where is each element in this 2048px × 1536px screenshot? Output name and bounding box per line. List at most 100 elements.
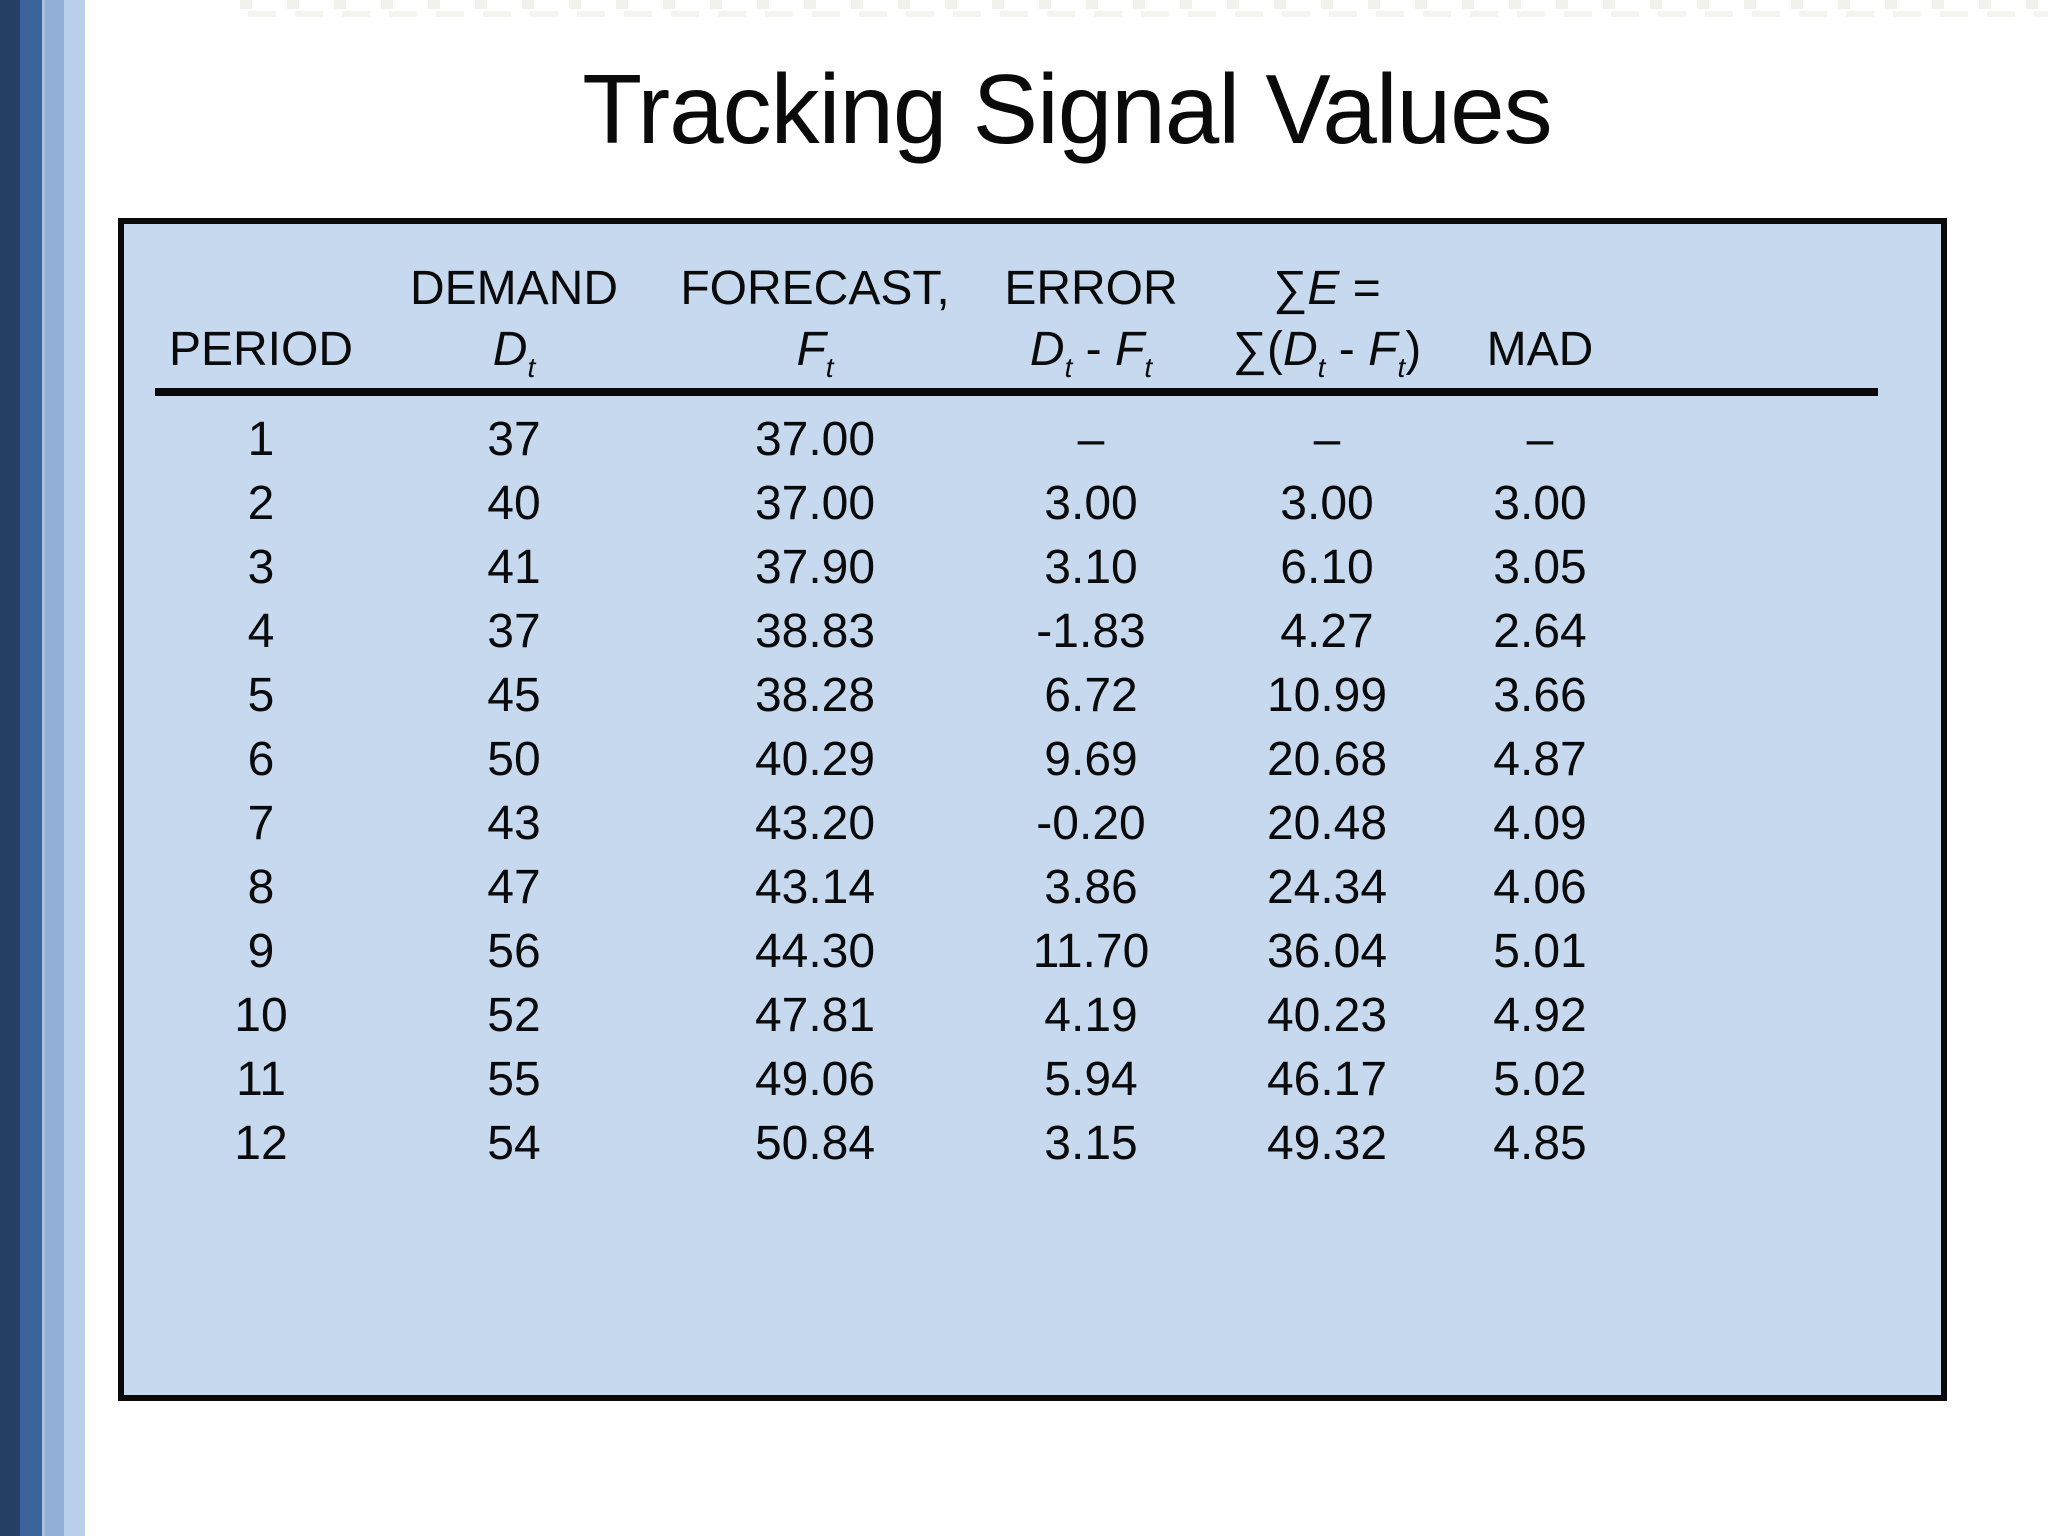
table-cell-filler [1608, 600, 1941, 664]
table-cell: 24.34 [1266, 861, 1388, 914]
table-cell: 4.87 [1493, 733, 1587, 786]
header-filler [1608, 318, 1941, 382]
table-header-line1: DEMAND FORECAST, ERROR ∑E = PERIOD Dt Ft… [124, 260, 1941, 382]
table-row: 3 41 37.90 3.10 6.10 3.05 [124, 536, 1941, 600]
table-cell-filler [1608, 856, 1941, 920]
table-cell: 12 [234, 1117, 288, 1170]
table-row: 6 50 40.29 9.69 20.68 4.87 [124, 728, 1941, 792]
left-stripe-decoration [0, 0, 85, 1536]
table-cell: 46.17 [1266, 1053, 1388, 1106]
header-period-spacer [124, 260, 398, 318]
table-cell: 40.23 [1266, 989, 1388, 1042]
table-cell: 3.00 [1280, 477, 1374, 530]
table-cell: 47.81 [754, 989, 876, 1042]
table-cell: 38.83 [754, 605, 876, 658]
table-cell-filler [1608, 664, 1941, 728]
table-cell-filler [1608, 1048, 1941, 1112]
table-cell: 37.90 [754, 541, 876, 594]
header-error-formula: Dt - Ft [1029, 323, 1153, 383]
table-cell: 38.28 [754, 669, 876, 722]
table-cell: 7 [247, 797, 275, 850]
table-cell: 5.01 [1493, 925, 1587, 978]
table-cell: – [1526, 413, 1554, 466]
table-cell: 44.30 [754, 925, 876, 978]
table-cell: 52 [487, 989, 541, 1042]
table-cell: 5.02 [1493, 1053, 1587, 1106]
table-row: 12 54 50.84 3.15 49.32 4.85 [124, 1112, 1941, 1176]
table-cell: 37 [487, 605, 541, 658]
table-cell: 43 [487, 797, 541, 850]
table-cell-filler [1608, 472, 1941, 536]
table-cell: 3 [247, 541, 275, 594]
table-cell: 3.00 [1493, 477, 1587, 530]
header-filler [1608, 260, 1941, 318]
header-mad-label: MAD [1486, 323, 1594, 376]
table-rows: 1 37 37.00– – –2 40 37.00 3.00 3.00 3.00 3 41 37.90 3… [124, 408, 1941, 1176]
table-cell: 2.64 [1493, 605, 1587, 658]
table-cell: 6 [247, 733, 275, 786]
header-forecast-label: FORECAST, [680, 262, 950, 315]
table-cell: 47 [487, 861, 541, 914]
table-cell-filler [1608, 984, 1941, 1048]
table-cell: 36.04 [1266, 925, 1388, 978]
slide-title: Tracking Signal Values [582, 54, 1552, 164]
header-demand-symbol: Dt [492, 323, 536, 383]
table-cell: 2 [247, 477, 275, 530]
table-cell: 50 [487, 733, 541, 786]
table-cell: 5.94 [1044, 1053, 1138, 1106]
top-edge-pattern [240, 0, 2048, 20]
table-cell: 49.32 [1266, 1117, 1388, 1170]
table-cell-filler [1608, 408, 1941, 472]
table-cell: – [1313, 413, 1341, 466]
header-error-label: ERROR [1004, 262, 1178, 315]
table-cell: 4 [247, 605, 275, 658]
table-cell: 4.09 [1493, 797, 1587, 850]
table-cell: 3.00 [1044, 477, 1138, 530]
header-demand-label: DEMAND [409, 262, 618, 315]
table-cell: 3.10 [1044, 541, 1138, 594]
header-forecast-symbol: Ft [796, 323, 834, 383]
table-cell: 9 [247, 925, 275, 978]
table-cell: 3.66 [1493, 669, 1587, 722]
table-cell-filler [1608, 792, 1941, 856]
table-cell: 37.00 [754, 413, 876, 466]
table-cell-filler [1608, 920, 1941, 984]
table-cell-filler [1608, 536, 1941, 600]
table-cell: 50.84 [754, 1117, 876, 1170]
tracking-signal-table: DEMAND FORECAST, ERROR ∑E = PERIOD Dt Ft… [118, 218, 1947, 1401]
table-cell: 4.92 [1493, 989, 1587, 1042]
table-cell: 9.69 [1044, 733, 1138, 786]
table-cell: 1 [247, 413, 275, 466]
table-cell: -0.20 [1036, 797, 1146, 850]
table-cell: 56 [487, 925, 541, 978]
table-cell: 37 [487, 413, 541, 466]
table-row: 4 37 38.83 -1.83 4.27 2.64 [124, 600, 1941, 664]
table-cell: 11 [236, 1053, 286, 1106]
table-cell: 37.00 [754, 477, 876, 530]
table-cell: 54 [487, 1117, 541, 1170]
table-cell: 10.99 [1266, 669, 1388, 722]
table-cell: 11.70 [1032, 925, 1150, 978]
table-cell: 5 [247, 669, 275, 722]
table-cell: -1.83 [1036, 605, 1146, 658]
table-row: 7 43 43.20 -0.20 20.48 4.09 [124, 792, 1941, 856]
table-cell: 20.68 [1266, 733, 1388, 786]
header-sum-e-label: ∑E = [1273, 262, 1381, 315]
table-cell: 4.19 [1044, 989, 1138, 1042]
table-cell: 6.10 [1280, 541, 1374, 594]
table-cell: 40 [487, 477, 541, 530]
table-cell: 43.20 [754, 797, 876, 850]
table-cell: 10 [234, 989, 288, 1042]
table-cell: 43.14 [754, 861, 876, 914]
table-cell-filler [1608, 728, 1941, 792]
table-cell: 55 [487, 1053, 541, 1106]
table-row: 8 47 43.14 3.86 24.34 4.06 [124, 856, 1941, 920]
table-cell: 4.85 [1493, 1117, 1587, 1170]
table-cell-filler [1608, 1112, 1941, 1176]
table-row: 1 37 37.00 – – – [124, 408, 1941, 472]
table-cell: 45 [487, 669, 541, 722]
table-row: 5 45 38.28 6.72 10.99 3.66 [124, 664, 1941, 728]
table-cell: 40.29 [754, 733, 876, 786]
header-mad-spacer [1472, 260, 1608, 318]
table-cell: 4.06 [1493, 861, 1587, 914]
